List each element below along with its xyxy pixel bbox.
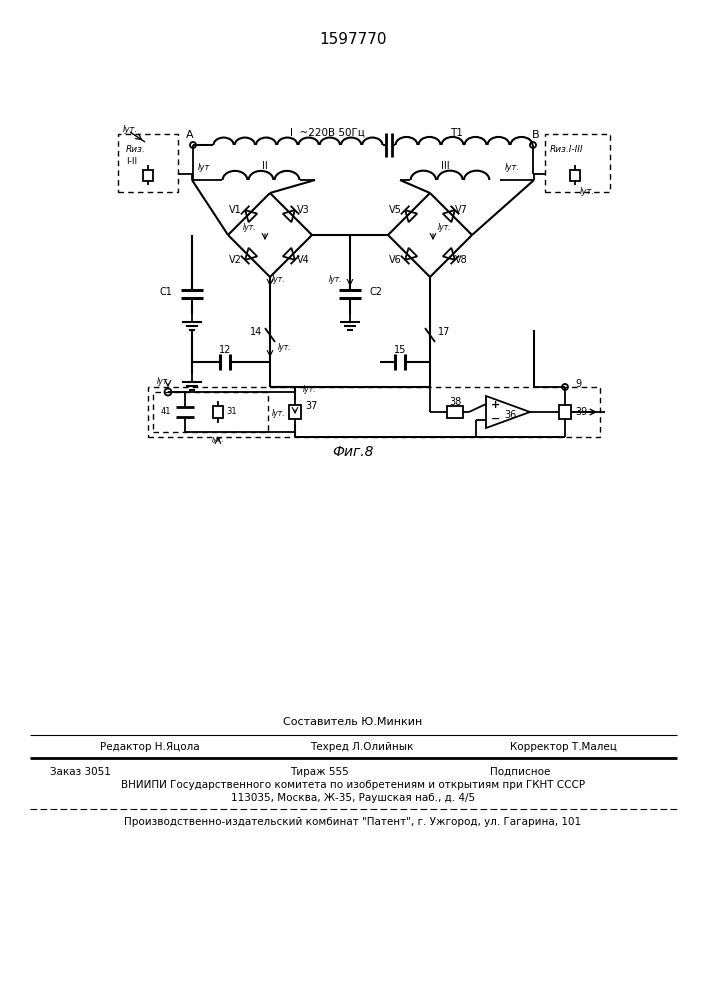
Text: V3: V3: [297, 205, 310, 215]
Text: Техред Л.Олийнык: Техред Л.Олийнык: [310, 742, 414, 752]
Text: V1: V1: [228, 205, 241, 215]
Bar: [153, 392, 268, 432]
Bar: [143, 169, 153, 180]
Bar: [559, 405, 571, 419]
Text: V7: V7: [455, 205, 467, 215]
Text: Iут.: Iут.: [505, 163, 520, 172]
Text: V2: V2: [228, 255, 241, 265]
Bar: [545, 134, 610, 192]
Bar: [570, 169, 580, 180]
Text: Iут.: Iут.: [278, 342, 291, 352]
Text: B: B: [532, 130, 540, 140]
Text: Подписное: Подписное: [490, 767, 550, 777]
Text: 9: 9: [575, 379, 581, 389]
Text: Iут: Iут: [198, 163, 210, 172]
Text: 36: 36: [504, 410, 516, 420]
Text: 37: 37: [305, 401, 317, 411]
Text: Iут.: Iут.: [303, 385, 317, 394]
Text: V4: V4: [297, 255, 310, 265]
Bar: [213, 406, 223, 418]
Text: Iут.: Iут.: [272, 275, 286, 284]
Text: 15: 15: [394, 345, 407, 355]
Text: 41: 41: [160, 408, 171, 416]
Bar: [289, 405, 301, 419]
Text: T1: T1: [450, 128, 463, 138]
Text: 1597770: 1597770: [320, 32, 387, 47]
Text: I  ~220В 50Гц: I ~220В 50Гц: [290, 128, 365, 138]
Text: 12: 12: [218, 345, 231, 355]
Text: Тираж 555: Тираж 555: [290, 767, 349, 777]
Text: 39: 39: [575, 407, 588, 417]
Bar: [118, 134, 178, 192]
Bar: [448, 406, 462, 418]
Text: Rиз.I-III: Rиз.I-III: [550, 145, 583, 154]
Text: +: +: [491, 400, 501, 410]
Text: C2: C2: [370, 287, 383, 297]
Text: A: A: [186, 130, 194, 140]
Text: Составитель Ю.Минкин: Составитель Ю.Минкин: [284, 717, 423, 727]
Text: Iут.: Iут.: [211, 437, 224, 443]
Text: 38: 38: [449, 397, 461, 407]
Text: 17: 17: [438, 327, 450, 337]
Text: ВНИИПИ Государственного комитета по изобретениям и открытиям при ГКНТ СССР: ВНИИПИ Государственного комитета по изоб…: [121, 780, 585, 790]
Text: Редактор Н.Яцола: Редактор Н.Яцола: [100, 742, 199, 752]
Text: Фиг.8: Фиг.8: [332, 445, 374, 459]
Bar: [148, 387, 600, 437]
Text: Iут.: Iут.: [123, 125, 138, 134]
Text: −: −: [491, 414, 501, 424]
Text: Rиз.: Rиз.: [126, 145, 146, 154]
Text: III: III: [440, 161, 450, 171]
Text: V5: V5: [389, 205, 402, 215]
Text: 113035, Москва, Ж-35, Раушская наб., д. 4/5: 113035, Москва, Ж-35, Раушская наб., д. …: [231, 793, 475, 803]
Text: V6: V6: [389, 255, 402, 265]
Text: Iут.: Iут.: [157, 377, 171, 386]
Text: 31: 31: [226, 408, 237, 416]
Text: I-II: I-II: [126, 157, 137, 166]
Polygon shape: [486, 396, 530, 428]
Text: 14: 14: [250, 327, 262, 337]
Text: Корректор Т.Малец: Корректор Т.Малец: [510, 742, 617, 752]
Text: Iут.: Iут.: [271, 410, 285, 418]
Text: Iут.: Iут.: [438, 223, 452, 232]
Text: II: II: [262, 161, 268, 171]
Text: C1: C1: [159, 287, 172, 297]
Text: Iут.: Iут.: [328, 275, 342, 284]
Text: Iут.: Iут.: [243, 223, 257, 232]
Text: Производственно-издательский комбинат "Патент", г. Ужгород, ул. Гагарина, 101: Производственно-издательский комбинат "П…: [124, 817, 582, 827]
Text: Iут.: Iут.: [580, 188, 595, 196]
Text: Заказ 3051: Заказ 3051: [50, 767, 111, 777]
Text: V8: V8: [455, 255, 467, 265]
